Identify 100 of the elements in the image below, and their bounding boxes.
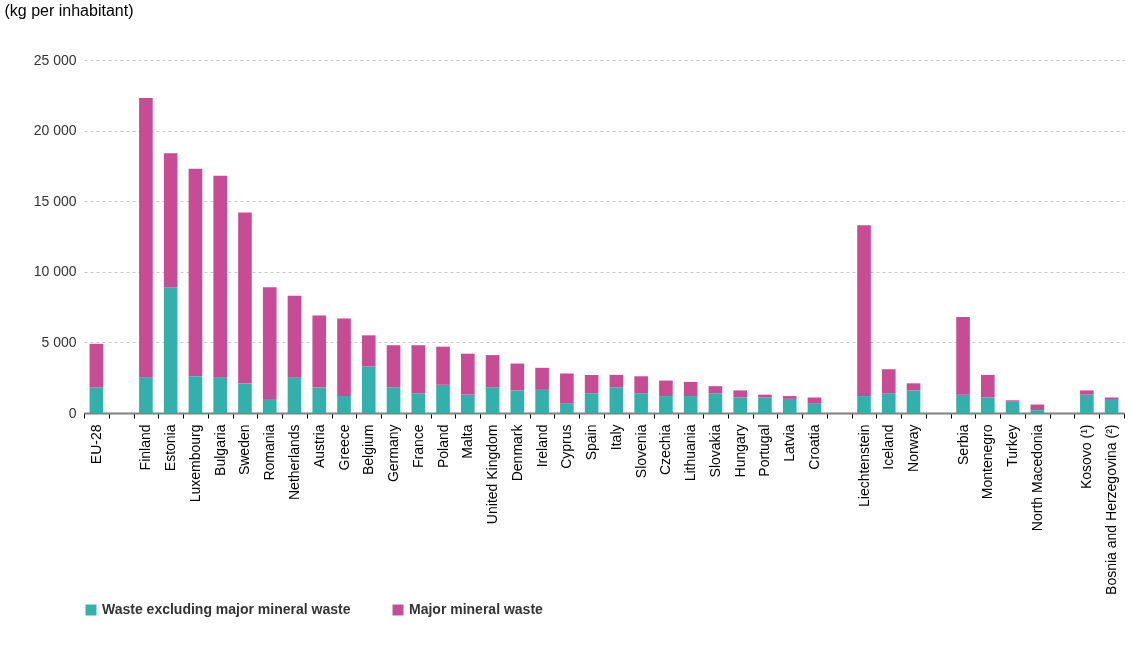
bar <box>981 397 995 413</box>
x-tick-label: Hungary <box>731 424 748 478</box>
x-tick-label: Slovenia <box>632 424 649 479</box>
bar <box>262 287 277 399</box>
bar <box>337 396 351 413</box>
bar <box>857 225 871 397</box>
y-tick-label: 5 000 <box>41 333 77 350</box>
x-tick-label: Latvia <box>781 424 798 462</box>
bar <box>510 390 525 413</box>
y-axis-title: (kg per inhabitant) <box>4 1 134 19</box>
legend-label: Major mineral waste <box>409 601 544 617</box>
x-tick-label: Bosnia and Herzegovina (²) <box>1103 424 1120 595</box>
bar <box>807 403 822 413</box>
bar <box>287 295 302 378</box>
x-tick-label: Denmark <box>508 423 525 482</box>
x-tick-label: Slovakia <box>706 424 723 478</box>
x-tick-label: Spain <box>583 424 600 461</box>
bar <box>386 345 401 388</box>
x-tick-label: Belgium <box>360 424 377 476</box>
bar <box>659 380 673 397</box>
x-tick-label: France <box>409 424 426 469</box>
y-tick-label: 25 000 <box>33 51 77 68</box>
x-tick-label: Cyprus <box>558 424 575 469</box>
x-tick-label: Austria <box>310 424 327 469</box>
bar <box>683 381 698 397</box>
x-tick-label: Montenegro <box>979 424 996 500</box>
x-tick-label: Serbia <box>954 424 971 465</box>
bar <box>981 374 995 398</box>
bar <box>560 373 574 404</box>
bar <box>386 387 401 413</box>
x-tick-label: Lithuania <box>682 424 699 482</box>
bar <box>188 168 203 377</box>
bar <box>485 387 500 413</box>
bar <box>1080 394 1094 413</box>
x-tick-label: Germany <box>385 424 402 483</box>
bar <box>411 345 426 394</box>
x-tick-label: Italy <box>607 424 624 451</box>
bar <box>436 384 450 413</box>
bar <box>535 367 549 389</box>
bar <box>163 287 178 413</box>
y-tick-label: 10 000 <box>33 263 77 280</box>
bar <box>1080 390 1094 395</box>
bar <box>634 393 648 413</box>
bar <box>708 393 723 413</box>
x-tick-label: North Macedonia <box>1028 424 1045 532</box>
x-tick-label: Czechia <box>657 424 674 476</box>
bar <box>906 390 921 413</box>
bar <box>609 387 624 413</box>
bar <box>1104 398 1119 413</box>
bar <box>461 394 475 413</box>
y-tick-label: 15 000 <box>33 192 77 209</box>
bar <box>510 363 525 391</box>
bar <box>461 353 475 395</box>
y-tick-label: 0 <box>68 404 77 421</box>
x-tick-label: Liechtenstein <box>855 424 872 508</box>
bar <box>733 390 747 398</box>
bar <box>683 396 698 413</box>
bar <box>262 398 277 413</box>
x-tick-label: Netherlands <box>285 424 302 500</box>
bar <box>238 383 252 413</box>
x-tick-label: Bulgaria <box>211 424 228 476</box>
bar <box>609 374 624 388</box>
bar <box>139 98 153 378</box>
x-tick-label: Croatia <box>805 424 822 470</box>
bar <box>758 397 772 413</box>
bar <box>956 394 970 413</box>
legend-label: Waste excluding major mineral waste <box>102 601 351 617</box>
bar <box>782 396 797 399</box>
bar <box>857 396 871 413</box>
bar <box>163 153 178 288</box>
x-tick-label: Finland <box>137 424 154 471</box>
x-tick-label: United Kingdom <box>484 424 501 525</box>
y-tick-label: 20 000 <box>33 122 77 139</box>
x-tick-label: Romania <box>261 424 278 481</box>
x-tick-label: Turkey <box>1004 424 1021 467</box>
bar <box>238 212 252 384</box>
x-tick-label: Kosovo (¹) <box>1078 424 1095 490</box>
bar <box>1005 401 1020 413</box>
bar <box>560 403 574 413</box>
x-tick-label: EU-28 <box>87 424 104 465</box>
x-tick-label: Malta <box>459 424 476 459</box>
bar <box>881 393 896 413</box>
x-tick-label: Norway <box>905 424 922 472</box>
x-tick-label: Luxembourg <box>186 424 203 503</box>
bar <box>485 355 500 388</box>
bar <box>139 377 153 413</box>
bar <box>906 383 921 391</box>
bar <box>312 315 327 388</box>
bar <box>584 374 599 394</box>
bar <box>659 396 673 413</box>
bar <box>535 389 549 413</box>
x-tick-label: Portugal <box>756 424 773 477</box>
bar <box>1030 410 1045 413</box>
bar <box>436 346 450 385</box>
bar <box>782 398 797 413</box>
bar <box>733 397 747 413</box>
bar <box>213 377 227 413</box>
bar <box>213 175 227 378</box>
bar <box>708 386 723 394</box>
bar <box>188 376 203 413</box>
